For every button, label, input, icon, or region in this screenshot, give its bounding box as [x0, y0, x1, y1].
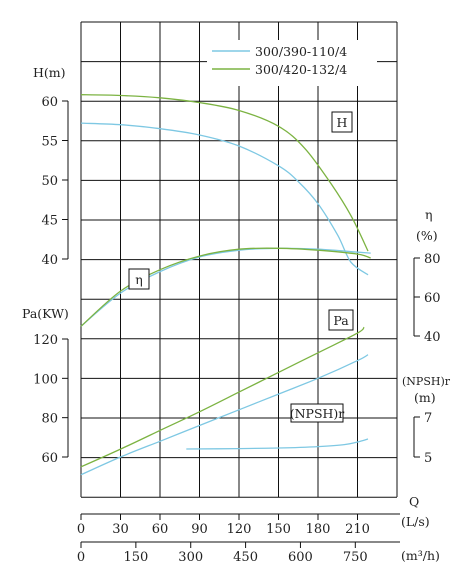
npsh-axis-label: (NPSH)r [402, 375, 451, 388]
npsh-tick-label: 7 [424, 411, 432, 426]
series-line-head [80, 94, 369, 252]
efficiency-axis-unit: (%) [416, 228, 438, 243]
head-tick-label: 45 [41, 214, 58, 229]
npsh-box [290, 403, 344, 423]
power-axis-label: Pa(KW) [22, 306, 69, 321]
head-box [331, 111, 353, 133]
x-axis-secondary-tick-label: 600 [288, 550, 313, 565]
x-axis-primary-unit: (L/s) [401, 514, 430, 529]
efficiency-tick-label: 40 [424, 330, 441, 345]
axes [62, 100, 420, 548]
x-axis-primary-tick-label: 90 [191, 522, 208, 537]
head-tick-label: 50 [41, 174, 58, 189]
power-box [328, 309, 354, 331]
labels: H(m)4045505560Pa(KW)6080100120η(%)406080… [22, 40, 451, 565]
x-axis-primary-tick-label: 30 [112, 522, 129, 537]
head-tick-label: 55 [41, 135, 58, 150]
power-tick-label: 120 [33, 333, 58, 348]
x-axis-secondary-tick-label: 0 [77, 550, 85, 565]
series-line-head [80, 122, 369, 276]
x-axis-secondary-tick-label: 450 [233, 550, 258, 565]
power-tick-label: 60 [41, 451, 58, 466]
legend-entry-label: 300/390-110/4 [255, 44, 347, 59]
efficiency-box-label: η [135, 272, 143, 287]
head-tick-label: 60 [41, 95, 58, 110]
x-axis-secondary-tick-label: 150 [123, 550, 148, 565]
x-axis-secondary-tick-label: 300 [178, 550, 203, 565]
series [80, 94, 371, 476]
grid [80, 21, 398, 498]
head-tick-label: 40 [41, 253, 58, 268]
head-axis-label: H(m) [33, 65, 66, 80]
series-line-npsh [186, 438, 369, 450]
x-axis-label: Q [409, 494, 419, 509]
x-axis-secondary-tick-label: 750 [343, 550, 368, 565]
series-line-power [80, 326, 365, 468]
series-line-power [80, 354, 369, 476]
legend-background [207, 40, 377, 86]
power-tick-label: 80 [41, 412, 58, 427]
x-axis-primary-tick-label: 0 [77, 522, 85, 537]
efficiency-axis-label: η [425, 207, 433, 222]
npsh-tick-label: 5 [424, 451, 432, 466]
x-axis-primary-tick-label: 210 [345, 522, 370, 537]
efficiency-tick-label: 80 [424, 252, 441, 267]
legend-entry-label: 300/420-132/4 [255, 62, 347, 77]
x-axis-primary-tick-label: 150 [266, 522, 291, 537]
head-box-label: H [337, 115, 348, 130]
efficiency-tick-label: 60 [424, 291, 441, 306]
power-box-label: Pa [333, 313, 349, 328]
x-axis-primary-tick-label: 120 [227, 522, 252, 537]
npsh-axis-unit: (m) [414, 390, 436, 405]
efficiency-box [128, 268, 150, 290]
x-axis-primary-tick-label: 180 [306, 522, 331, 537]
power-tick-label: 100 [33, 372, 58, 387]
x-axis-primary-tick-label: 60 [152, 522, 169, 537]
npsh-box-label: (NPSH)r [290, 406, 345, 421]
x-axis-secondary-unit: (m³/h) [401, 548, 440, 563]
